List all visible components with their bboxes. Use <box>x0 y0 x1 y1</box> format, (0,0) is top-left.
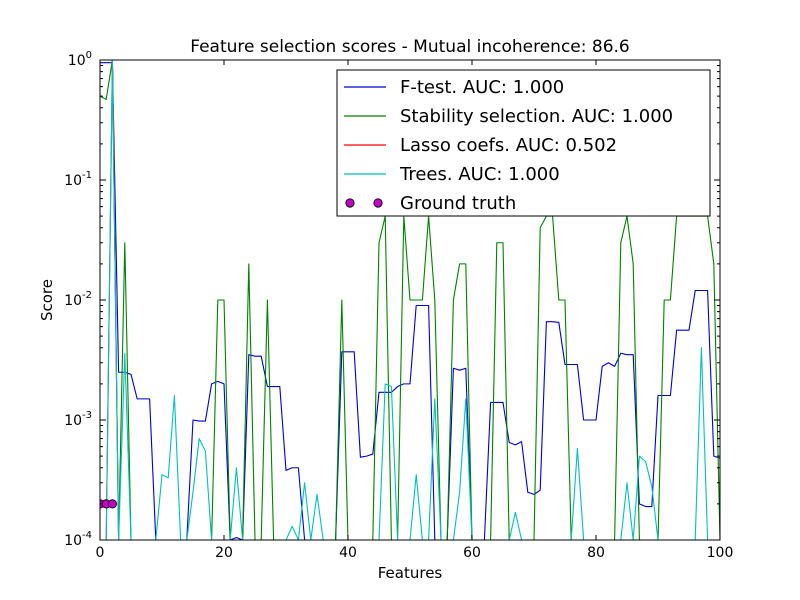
y-tick-label: 10-1 <box>64 170 92 189</box>
x-tick-label: 80 <box>587 545 605 561</box>
legend-swatch-4 <box>345 198 355 208</box>
x-tick-label: 20 <box>215 545 233 561</box>
series-line-1 <box>100 60 720 540</box>
legend-swatch-4 <box>373 198 383 208</box>
ground-truth-point <box>107 499 118 509</box>
y-tick-label: 100 <box>68 50 92 69</box>
legend-label: Ground truth <box>400 193 516 214</box>
plot-frame <box>99 59 721 541</box>
legend-label: F-test. AUC: 1.000 <box>400 77 564 98</box>
legend-label: Trees. AUC: 1.000 <box>399 164 560 185</box>
y-axis-label: Score <box>38 279 56 321</box>
y-tick-label: 10-2 <box>64 290 92 309</box>
x-tick-label: 0 <box>96 545 105 561</box>
x-tick-label: 60 <box>463 545 481 561</box>
legend-box <box>336 69 711 217</box>
x-tick-label: 100 <box>707 545 734 561</box>
y-tick-label: 10-4 <box>64 530 92 549</box>
legend-label: Stability selection. AUC: 1.000 <box>400 106 673 127</box>
x-axis-label: Features <box>378 564 443 582</box>
chart-title: Feature selection scores - Mutual incohe… <box>190 37 629 57</box>
series-line-0 <box>100 62 720 540</box>
legend-label: Lasso coefs. AUC: 0.502 <box>400 135 617 156</box>
y-tick-label: 10-3 <box>64 410 92 429</box>
legend: F-test. AUC: 1.000 Stability selection. A… <box>336 69 711 217</box>
ticks-layer: 0 20 40 60 80 100 10-4 10-3 10-2 10-1 100 <box>64 50 733 561</box>
x-tick-label: 40 <box>339 545 357 561</box>
series-line-3 <box>100 60 720 540</box>
